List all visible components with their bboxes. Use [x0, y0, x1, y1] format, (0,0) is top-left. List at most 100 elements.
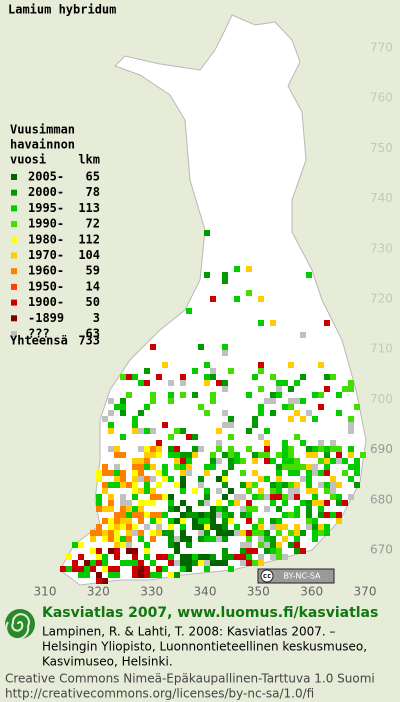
legend: 2005- 65 2000- 78 1995- 113 1990- 72 1980- 112 197…: [11, 170, 100, 341]
observation-square: [294, 470, 300, 476]
observation-square: [120, 482, 126, 488]
observation-square: [120, 506, 126, 512]
observation-square: [246, 500, 252, 506]
observation-square: [132, 488, 138, 494]
observation-square: [204, 374, 210, 380]
observation-square: [246, 290, 252, 296]
observation-square: [132, 422, 138, 428]
legend-swatch: [11, 299, 17, 306]
observation-square: [108, 530, 114, 536]
observation-square: [96, 578, 102, 584]
observation-square: [306, 464, 312, 470]
observation-square: [336, 500, 342, 506]
observation-square: [144, 554, 150, 560]
observation-square: [120, 470, 126, 476]
observation-square: [222, 476, 228, 482]
legend-count: 65: [86, 170, 100, 184]
observation-square: [336, 458, 342, 464]
observation-square: [264, 530, 270, 536]
legend-count: 14: [86, 279, 100, 293]
observation-square: [252, 452, 258, 458]
observation-square: [132, 464, 138, 470]
observation-square: [180, 464, 186, 470]
observation-square: [216, 530, 222, 536]
grid-y-label: 670: [370, 543, 393, 557]
observation-square: [288, 416, 294, 422]
observation-square: [168, 380, 174, 386]
observation-square: [108, 518, 114, 524]
observation-square: [288, 398, 294, 404]
grid-y-label: 720: [370, 292, 393, 306]
observation-square: [252, 470, 258, 476]
observation-square: [252, 458, 258, 464]
observation-square: [288, 386, 294, 392]
observation-square: [132, 512, 138, 518]
observation-square: [144, 500, 150, 506]
observation-square: [102, 488, 108, 494]
observation-square: [300, 500, 306, 506]
observation-square: [156, 494, 162, 500]
observation-square: [348, 416, 354, 422]
observation-square: [294, 398, 300, 404]
observation-square: [150, 488, 156, 494]
observation-square: [222, 410, 228, 416]
observation-square: [324, 482, 330, 488]
observation-square: [156, 554, 162, 560]
observation-square: [168, 530, 174, 536]
observation-square: [102, 554, 108, 560]
observation-square: [144, 458, 150, 464]
observation-square: [180, 554, 186, 560]
grid-y-label: 770: [370, 41, 393, 55]
observation-square: [282, 524, 288, 530]
observation-square: [96, 524, 102, 530]
observation-square: [102, 578, 108, 584]
observation-square: [204, 272, 210, 278]
observation-square: [234, 266, 240, 272]
observation-square: [132, 554, 138, 560]
observation-square: [246, 554, 252, 560]
observation-square: [330, 482, 336, 488]
observation-square: [246, 512, 252, 518]
observation-square: [282, 536, 288, 542]
observation-square: [174, 452, 180, 458]
observation-square: [180, 500, 186, 506]
observation-square: [138, 566, 144, 572]
observation-square: [132, 566, 138, 572]
observation-square: [318, 404, 324, 410]
observation-square: [228, 422, 234, 428]
observation-square: [162, 476, 168, 482]
observation-square: [126, 518, 132, 524]
observation-square: [270, 524, 276, 530]
observation-square: [138, 476, 144, 482]
observation-square: [132, 428, 138, 434]
observation-square: [198, 518, 204, 524]
observation-square: [174, 518, 180, 524]
observation-square: [342, 470, 348, 476]
observation-square: [258, 404, 264, 410]
observation-square: [252, 422, 258, 428]
observation-square: [300, 464, 306, 470]
observation-square: [150, 476, 156, 482]
observation-square: [150, 530, 156, 536]
observation-square: [120, 404, 126, 410]
observation-square: [228, 518, 234, 524]
observation-square: [288, 362, 294, 368]
observation-square: [246, 530, 252, 536]
observation-square: [114, 446, 120, 452]
observation-square: [294, 506, 300, 512]
observation-square: [102, 536, 108, 542]
observation-square: [240, 530, 246, 536]
observation-square: [180, 476, 186, 482]
observation-square: [210, 506, 216, 512]
observation-square: [312, 494, 318, 500]
license-line: Creative Commons Nimeä-Epäkaupallinen-Ta…: [5, 672, 375, 686]
observation-square: [144, 476, 150, 482]
observation-square: [288, 488, 294, 494]
observation-square: [306, 410, 312, 416]
observation-square: [288, 464, 294, 470]
observation-square: [162, 554, 168, 560]
observation-square: [312, 518, 318, 524]
observation-square: [276, 494, 282, 500]
observation-square: [276, 482, 282, 488]
observation-square: [282, 458, 288, 464]
